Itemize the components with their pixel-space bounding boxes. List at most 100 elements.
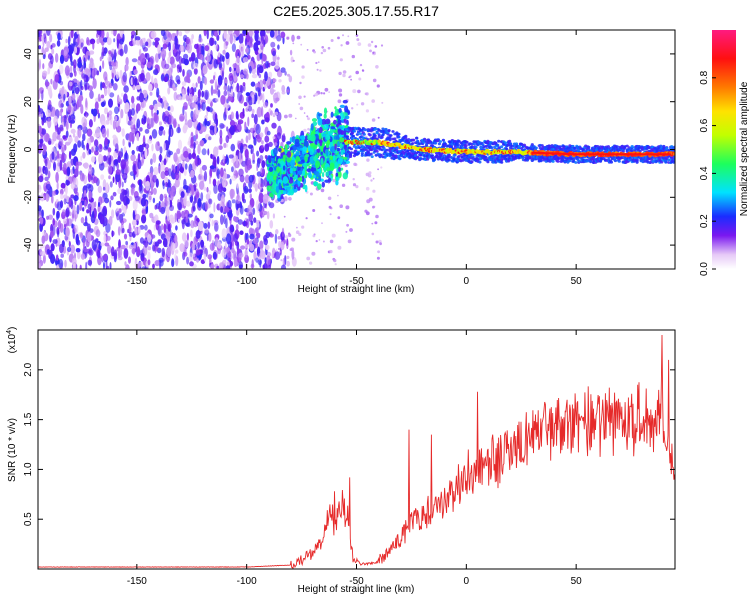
- spectrogram-noise-blob: [211, 30, 214, 37]
- spectrogram-noise-blob: [286, 260, 290, 267]
- spectrogram-noise-blob: [244, 174, 250, 184]
- spectrogram-noise-blob: [102, 155, 107, 162]
- spectrogram-noise-blob: [239, 74, 245, 79]
- spectrogram-onset-blob: [338, 108, 342, 113]
- spectrogram-track-halo: [368, 133, 372, 137]
- spectrogram-noise-blob: [119, 48, 124, 57]
- spectrogram-noise-blob: [201, 164, 207, 171]
- spectrogram-faint-dot: [374, 45, 378, 48]
- spectrogram-noise-blob: [86, 37, 90, 45]
- spectrogram-noise-blob: [176, 148, 181, 155]
- spectrogram-noise-blob: [111, 30, 114, 35]
- spectrogram-faint-dot: [333, 259, 337, 263]
- spectrogram-faint-dot: [286, 36, 290, 40]
- figure-title: C2E5.2025.305.17.55.R17: [273, 3, 439, 19]
- spectrogram-noise-blob: [111, 209, 115, 219]
- spectrogram-noise-blob: [133, 170, 137, 175]
- spectrogram-track-halo: [496, 143, 500, 147]
- spectrogram-track-halo: [509, 142, 513, 146]
- spectrogram-noise-blob: [175, 75, 181, 83]
- spectrogram-noise-blob: [42, 54, 46, 60]
- spectrogram-faint-dot: [309, 192, 313, 196]
- spectrogram-noise-blob: [242, 108, 245, 117]
- spectrogram-noise-blob: [107, 86, 111, 96]
- spectrogram-noise-blob: [81, 70, 84, 80]
- spectrogram-noise-blob: [175, 225, 178, 231]
- spectrogram-noise-blob: [58, 64, 64, 75]
- spectrogram-noise-blob: [197, 220, 204, 232]
- spectrogram-noise-blob: [185, 36, 190, 45]
- spectrogram-noise-blob: [224, 107, 227, 118]
- spectrogram-noise-blob: [231, 199, 236, 204]
- spectrogram-noise-blob: [158, 201, 161, 206]
- spectrogram-noise-blob: [283, 196, 288, 202]
- spectrogram-noise-blob: [77, 127, 82, 139]
- spectrogram-noise-blob: [49, 55, 54, 65]
- spectrogram-noise-blob: [260, 248, 264, 258]
- spectrogram-noise-blob: [139, 72, 145, 82]
- spectrogram-noise-blob: [150, 158, 153, 165]
- spectrogram-noise-blob: [231, 166, 234, 173]
- spectrogram-noise-blob: [221, 228, 227, 240]
- spectrogram-onset-blob: [306, 168, 312, 173]
- spectrogram-noise-blob: [263, 101, 269, 108]
- spectrogram-noise-blob: [183, 251, 188, 257]
- spectrogram-noise-blob: [229, 224, 234, 234]
- spectrogram-noise-blob: [128, 231, 133, 238]
- spectrogram-noise-blob: [89, 90, 94, 99]
- spectrogram-noise-blob: [46, 41, 51, 49]
- spectrogram-noise-blob: [280, 264, 287, 269]
- spectrogram-faint-dot: [299, 81, 302, 85]
- spectrogram-noise-blob: [277, 44, 280, 50]
- spectrogram-faint-dot: [359, 63, 363, 67]
- spectrogram-track-halo: [456, 143, 460, 147]
- spectrogram-noise-blob: [112, 30, 117, 37]
- spectrogram-faint-dot: [330, 39, 334, 42]
- spectrogram-noise-blob: [168, 126, 172, 138]
- spectrogram-onset-blob: [320, 151, 323, 156]
- spectrogram-noise-blob: [56, 181, 59, 191]
- spectrogram-noise-blob: [176, 162, 180, 173]
- spectrogram-noise-blob: [179, 113, 185, 122]
- spectrogram-noise-blob: [108, 215, 113, 226]
- spectrogram-noise-blob: [133, 69, 138, 75]
- spectrogram-noise-blob: [79, 172, 85, 182]
- spectrogram-noise-blob: [139, 179, 142, 187]
- spectrogram-noise-blob: [152, 197, 156, 204]
- spectrogram-noise-blob: [183, 168, 187, 176]
- spectrogram-noise-blob: [266, 211, 270, 220]
- spectrogram-noise-blob: [43, 182, 48, 192]
- spectrogram-noise-blob: [228, 154, 234, 159]
- spectrogram-noise-blob: [268, 71, 273, 79]
- spectrogram-noise-blob: [199, 80, 203, 91]
- spectrogram-noise-blob: [67, 104, 72, 114]
- spectrogram-noise-blob: [260, 183, 263, 188]
- spectrogram-faint-dot: [306, 49, 309, 51]
- spectrogram-noise-blob: [221, 70, 224, 81]
- spectrogram-faint-dot: [355, 70, 360, 75]
- spectrogram-noise-blob: [261, 119, 265, 125]
- spectrogram-noise-blob: [253, 217, 257, 223]
- spectrogram-faint-dot: [273, 142, 278, 147]
- spectrogram-faint-dot: [274, 111, 279, 116]
- spectrogram-noise-blob: [251, 73, 258, 79]
- spectrogram-faint-dot: [303, 128, 307, 133]
- spectrogram-noise-blob: [121, 128, 125, 137]
- spectrogram-noise-blob: [68, 241, 71, 247]
- spectrogram-noise-blob: [114, 106, 119, 115]
- spectrogram-noise-blob: [227, 240, 232, 248]
- spectrogram-noise-blob: [153, 224, 156, 231]
- spectrogram-noise-blob: [254, 182, 258, 192]
- spectrogram-noise-blob: [89, 200, 96, 211]
- spectrogram-noise-blob: [71, 257, 77, 267]
- spectrogram-noise-blob: [202, 65, 208, 75]
- spectrogram-noise-blob: [123, 248, 129, 259]
- spectrogram-faint-dot: [301, 65, 305, 69]
- spectrogram-track-halo: [556, 160, 560, 163]
- spectrogram-noise-blob: [55, 143, 59, 148]
- spectrogram-noise-blob: [192, 253, 196, 258]
- spectrogram-noise-blob: [212, 156, 217, 167]
- spectrogram-noise-blob: [167, 223, 171, 232]
- spectrogram-noise-blob: [158, 226, 161, 235]
- spectrogram-noise-blob: [40, 251, 46, 257]
